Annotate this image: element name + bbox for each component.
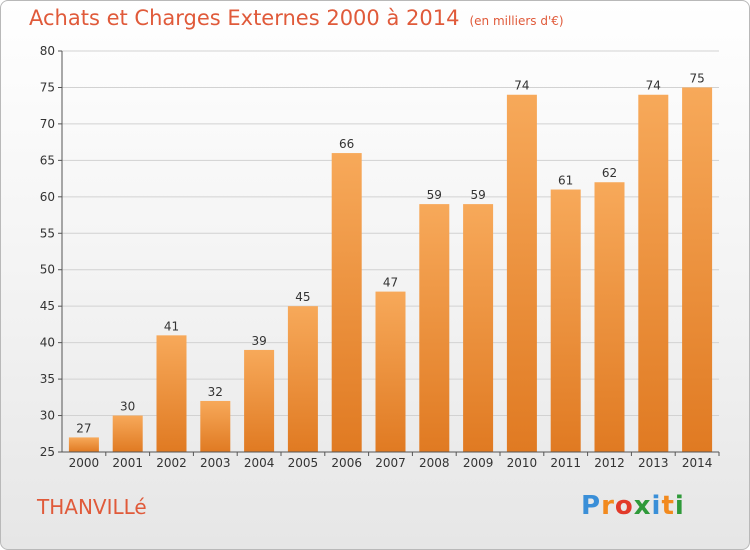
data-label: 30	[120, 400, 135, 414]
bar	[463, 204, 494, 452]
data-label: 66	[339, 137, 354, 151]
bar	[287, 306, 318, 452]
bar	[375, 291, 406, 452]
y-tick-label: 75	[40, 80, 55, 94]
x-tick-label: 2003	[200, 456, 231, 470]
proxiti-logo: Proxiti	[581, 491, 685, 521]
axis-layer: 25 30 35 40 45 50 55 60 65 70 75 80 2000 2001 2002 2003…	[40, 44, 720, 470]
x-tick-label: 2014	[682, 456, 713, 470]
x-tick-label: 2012	[594, 456, 625, 470]
bar	[550, 189, 581, 452]
x-tick-label: 2006	[331, 456, 362, 470]
x-tick-label: 2009	[463, 456, 494, 470]
logo-letter: o	[614, 491, 634, 521]
x-tick-label: 2001	[112, 456, 143, 470]
data-label: 27	[76, 421, 91, 435]
bar	[594, 182, 625, 452]
bar	[506, 94, 537, 452]
bar	[331, 153, 362, 452]
x-tick-label: 2000	[69, 456, 100, 470]
x-tick-label: 2002	[156, 456, 187, 470]
y-tick-label: 35	[40, 372, 55, 386]
data-label: 59	[470, 188, 485, 202]
y-tick-label: 80	[40, 44, 55, 58]
y-tick-label: 30	[40, 409, 55, 423]
unit-note: (en milliers d'€)	[469, 14, 564, 28]
bar	[682, 87, 713, 453]
x-tick-label: 2013	[638, 456, 669, 470]
data-label: 47	[383, 276, 398, 290]
x-tick-label: 2011	[550, 456, 581, 470]
x-tick-label: 2004	[244, 456, 275, 470]
x-tick-label: 2008	[419, 456, 450, 470]
x-tick-label: 2007	[375, 456, 406, 470]
y-tick-label: 40	[40, 336, 55, 350]
bar	[244, 349, 275, 452]
bar	[419, 204, 450, 452]
x-tick-label: 2005	[288, 456, 319, 470]
bar	[156, 335, 187, 452]
data-label: 61	[558, 174, 573, 188]
data-label: 39	[251, 334, 266, 348]
data-label: 74	[646, 79, 661, 93]
data-label: 62	[602, 166, 617, 180]
y-tick-label: 70	[40, 117, 55, 131]
title-row: Achats et Charges Externes 2000 à 2014 (e…	[29, 6, 564, 30]
logo-letter: r	[601, 491, 615, 521]
y-tick-label: 55	[40, 226, 55, 240]
bar	[68, 437, 99, 452]
data-label: 41	[164, 319, 179, 333]
data-label: 32	[208, 385, 223, 399]
bar	[200, 400, 231, 452]
bar-layer: 27 30 41 32 39 45 66 47 59 59 74 61 62 74 75	[68, 71, 713, 453]
logo-letter: P	[581, 491, 602, 521]
logo-letter: t	[661, 491, 675, 521]
x-tick-label: 2010	[507, 456, 538, 470]
data-label: 74	[514, 79, 529, 93]
logo-letter: i	[674, 491, 685, 521]
chart-title: Achats et Charges Externes 2000 à 2014	[29, 6, 460, 30]
logo-letter: i	[651, 491, 662, 521]
y-tick-label: 25	[40, 445, 55, 459]
bar	[112, 415, 143, 452]
data-label: 75	[689, 71, 704, 85]
y-tick-label: 60	[40, 190, 55, 204]
y-tick-label: 65	[40, 153, 55, 167]
commune-name: THANVILLé	[37, 495, 147, 519]
logo-letter: x	[633, 491, 652, 521]
y-tick-label: 50	[40, 263, 55, 277]
data-label: 59	[427, 188, 442, 202]
y-tick-label: 45	[40, 299, 55, 313]
data-label: 45	[295, 290, 310, 304]
bar	[638, 94, 669, 452]
